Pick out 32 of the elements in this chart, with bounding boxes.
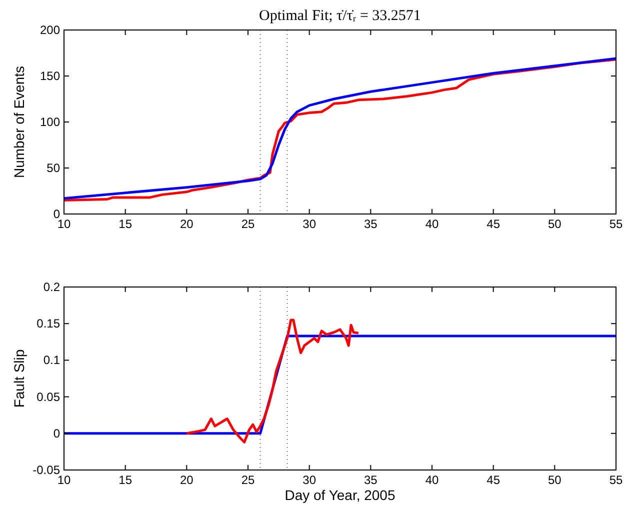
x-tick-label: 25 [241,217,255,231]
x-tick-label: 45 [486,473,500,487]
x-tick-label: 25 [241,473,255,487]
y-tick-label: 0.1 [43,353,60,368]
y-axis-title: Number of Events [11,66,27,178]
x-tick-label: 55 [609,473,623,487]
x-tick-label: 40 [425,473,439,487]
x-axis-title: Day of Year, 2005 [284,487,396,503]
x-tick-label: 50 [548,473,562,487]
x-tick-label: 35 [364,217,378,231]
y-tick-label: 0.2 [43,280,60,294]
y-tick-label: 100 [40,115,60,129]
x-tick-label: 30 [302,217,316,231]
y-axis-title: Fault Slip [11,349,27,408]
y-tick-label: 0.15 [36,316,60,331]
x-tick-label: 20 [180,217,194,231]
x-tick-label: 50 [548,217,562,231]
x-tick-label: 45 [486,217,500,231]
x-tick-label: 55 [609,217,623,231]
y-tick-label: 150 [40,69,60,83]
y-tick-label: 0.05 [36,390,60,404]
y-tick-label: 200 [40,23,60,37]
chart-title: Optimal Fit; τ̇/τ̇ᵣ = 33.2571 [259,8,421,24]
line-series [185,318,360,444]
x-tick-label: 40 [425,217,439,231]
x-tick-label: 15 [118,473,132,487]
x-tick-label: 30 [302,473,316,487]
x-tick-label: 35 [364,473,378,487]
y-tick-label: 50 [46,161,60,175]
y-tick-label: 0 [53,426,60,440]
x-tick-label: 20 [180,473,194,487]
x-tick-label: 15 [118,217,132,231]
